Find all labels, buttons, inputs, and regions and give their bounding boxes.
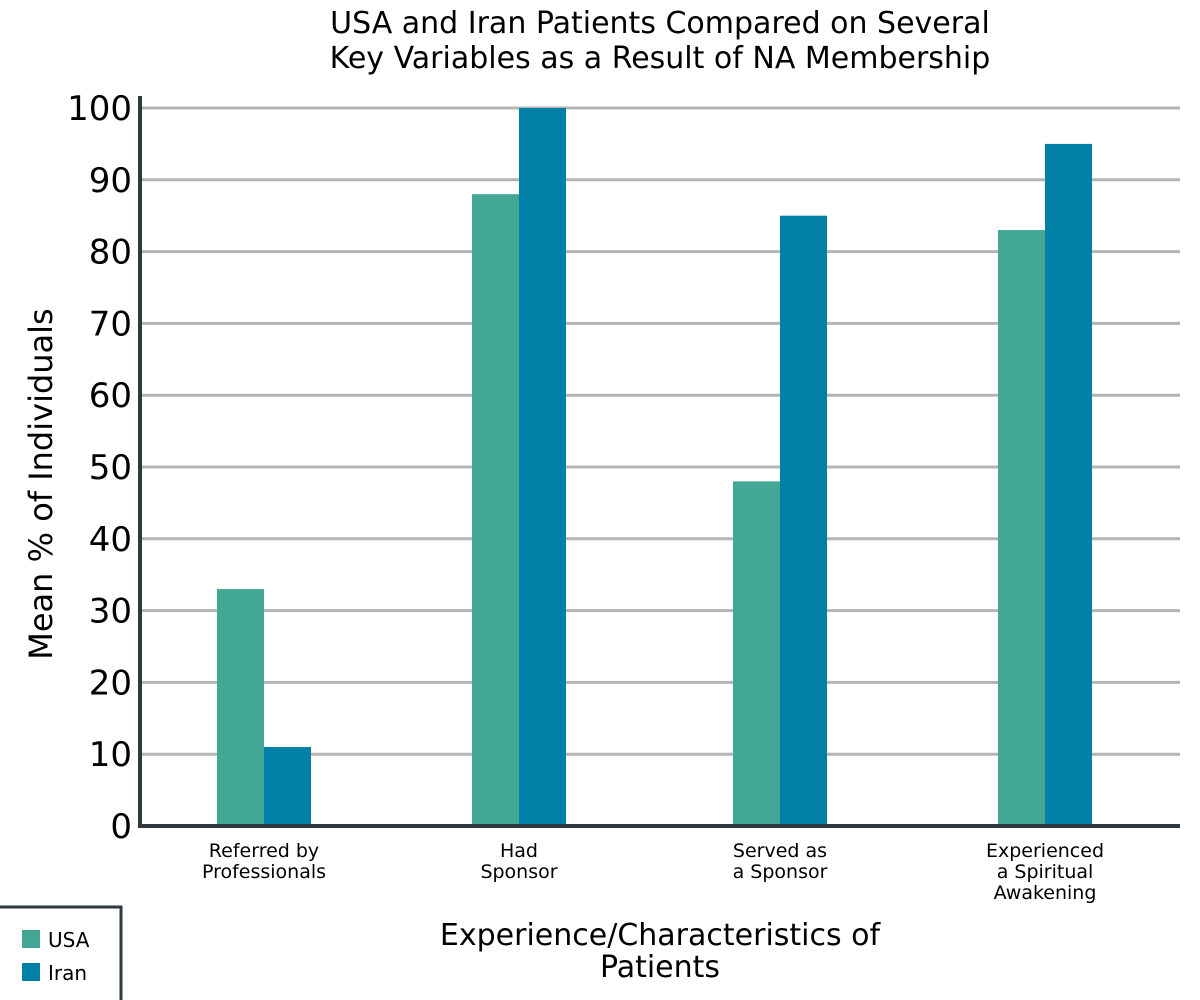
legend-label-usa: USA (48, 928, 90, 952)
legend-label-iran: Iran (48, 961, 87, 985)
bar-usa-2 (472, 194, 519, 826)
y-tick-label-100: 100 (67, 89, 132, 129)
bar-iran-2 (519, 108, 566, 826)
y-tick-label-20: 20 (89, 663, 132, 703)
y-tick-labels: 0 10 20 30 40 50 60 70 80 90 100 (67, 89, 132, 847)
y-tick-label-80: 80 (89, 233, 132, 273)
y-tick-label-10: 10 (89, 735, 132, 775)
legend-swatch-usa (22, 930, 40, 948)
legend-frame (0, 905, 123, 1000)
x-category-label-4-line-2: a Spiritual (997, 861, 1094, 883)
x-axis-label-line-1: Experience/Characteristics of (440, 918, 882, 953)
chart-title-line-1: USA and Iran Patients Compared on Severa… (330, 6, 990, 41)
bar-usa-3 (733, 481, 780, 826)
bar-iran-3 (780, 215, 827, 826)
chart-title-line-2: Key Variables as a Result of NA Membersh… (330, 41, 991, 76)
bar-usa-1 (217, 589, 264, 826)
bar-iran-4 (1045, 143, 1092, 826)
x-category-label-1-line-2: Professionals (202, 861, 326, 883)
y-tick-label-70: 70 (89, 304, 132, 344)
y-tick-label-60: 60 (89, 376, 132, 416)
legend-swatch-iran (22, 963, 40, 981)
legend: USA Iran (0, 905, 123, 1000)
y-tick-label-0: 0 (110, 807, 132, 847)
bar-iran-1 (264, 747, 311, 826)
y-tick-label-30: 30 (89, 592, 132, 632)
gridlines (140, 106, 1180, 756)
y-tick-label-50: 50 (89, 448, 132, 488)
x-category-label-3-line-1: Served as (733, 840, 827, 862)
x-category-label-4-line-1: Experienced (986, 840, 1104, 862)
bar-usa-4 (998, 230, 1045, 826)
x-category-label-2-line-1: Had (500, 840, 538, 862)
bars (217, 108, 1092, 826)
x-category-label-1-line-1: Referred by (209, 840, 319, 862)
y-tick-label-90: 90 (89, 161, 132, 201)
x-category-label-3-line-2: a Sponsor (733, 861, 828, 883)
y-tick-label-40: 40 (89, 520, 132, 560)
y-axis-label: Mean % of Individuals (22, 308, 60, 659)
x-axis-label-line-2: Patients (600, 950, 720, 985)
axes (138, 96, 1180, 828)
x-category-label-4-line-3: Awakening (994, 882, 1097, 904)
x-category-label-2-line-2: Sponsor (480, 861, 557, 883)
